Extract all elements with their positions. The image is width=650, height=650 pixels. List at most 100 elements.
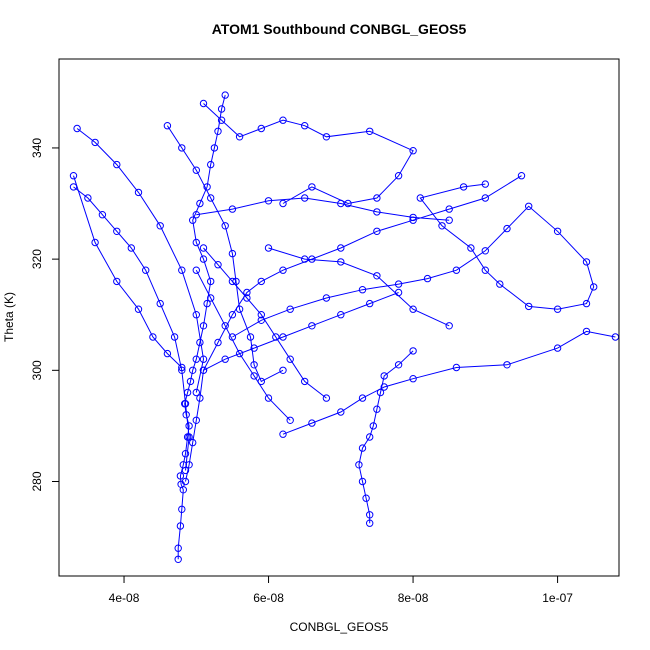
data-point — [186, 377, 195, 386]
series-line — [232, 183, 595, 338]
data-point — [438, 222, 446, 230]
data-point — [279, 366, 287, 374]
data-point — [250, 344, 258, 352]
data-point — [192, 311, 201, 319]
data-point — [199, 244, 208, 252]
data-point — [582, 258, 591, 266]
data-point — [525, 302, 533, 311]
data-point — [156, 299, 164, 308]
data-point — [69, 172, 78, 180]
data-point — [409, 213, 417, 222]
data-point — [214, 127, 222, 136]
data-point — [337, 258, 345, 266]
data-point — [228, 311, 237, 319]
series-6 — [163, 122, 287, 386]
data-point — [394, 172, 403, 180]
data-point — [376, 388, 385, 397]
data-point — [189, 438, 197, 447]
data-point — [113, 160, 121, 169]
data-point — [517, 172, 526, 180]
x-axis-ticks: 4e-08 6e-08 8e-08 1e-07 — [109, 576, 573, 605]
data-point — [553, 227, 562, 236]
y-axis-label: Theta (K) — [2, 292, 16, 342]
data-point — [337, 244, 345, 252]
data-point — [355, 461, 363, 469]
data-point — [214, 261, 222, 269]
series-14 — [264, 244, 453, 330]
data-point — [217, 116, 226, 124]
data-point — [553, 305, 562, 313]
data-point — [373, 194, 381, 202]
data-point — [358, 444, 367, 452]
data-point — [207, 277, 215, 286]
data-point — [207, 194, 215, 202]
data-point — [243, 288, 251, 297]
data-point — [178, 363, 186, 372]
series-line — [203, 103, 414, 205]
data-point — [203, 299, 211, 308]
data-point — [279, 333, 287, 341]
series-line — [203, 247, 327, 399]
data-point — [174, 555, 182, 563]
data-point — [380, 372, 388, 380]
series-line — [196, 197, 450, 221]
data-point — [163, 349, 172, 358]
data-point — [409, 147, 417, 155]
series-7 — [199, 99, 417, 208]
data-point — [366, 127, 374, 136]
data-point — [91, 138, 99, 147]
data-point — [235, 349, 244, 358]
data-point — [199, 322, 208, 330]
data-point — [228, 249, 237, 258]
series-line — [268, 247, 450, 327]
data-point — [301, 255, 309, 263]
data-point — [264, 197, 273, 205]
data-point — [192, 266, 201, 274]
data-point — [214, 338, 222, 347]
data-point — [366, 299, 374, 308]
series-line — [177, 94, 226, 560]
data-point — [243, 294, 251, 302]
data-point — [394, 288, 403, 297]
data-point — [582, 299, 591, 308]
data-point — [181, 400, 190, 408]
data-point — [358, 394, 367, 402]
data-point — [149, 333, 157, 341]
data-point — [221, 355, 229, 363]
data-point — [481, 266, 489, 274]
data-point — [156, 222, 164, 230]
series-10 — [355, 347, 417, 527]
data-point — [590, 283, 598, 291]
data-point — [452, 363, 461, 372]
data-point — [210, 144, 219, 152]
data-point — [582, 327, 591, 336]
data-point — [373, 227, 381, 236]
data-point — [199, 99, 208, 108]
data-point — [467, 244, 475, 252]
data-point — [366, 433, 374, 441]
data-point — [189, 366, 197, 374]
y-tick-label: 280 — [30, 471, 44, 491]
data-point — [553, 344, 562, 352]
data-point — [481, 194, 489, 202]
data-point — [409, 375, 417, 383]
data-point — [113, 277, 121, 286]
series-4 — [73, 124, 208, 397]
data-point — [373, 405, 381, 413]
data-point — [322, 133, 331, 141]
data-point — [192, 211, 201, 219]
data-point — [279, 116, 287, 124]
data-point — [503, 224, 511, 233]
data-point — [445, 216, 453, 224]
series-13 — [192, 194, 453, 224]
data-point — [481, 247, 489, 255]
data-point — [192, 355, 201, 363]
data-point — [207, 160, 215, 169]
data-point — [503, 361, 511, 369]
data-point — [257, 124, 265, 133]
data-point — [185, 433, 193, 441]
data-point — [73, 124, 81, 133]
data-point — [181, 466, 190, 475]
